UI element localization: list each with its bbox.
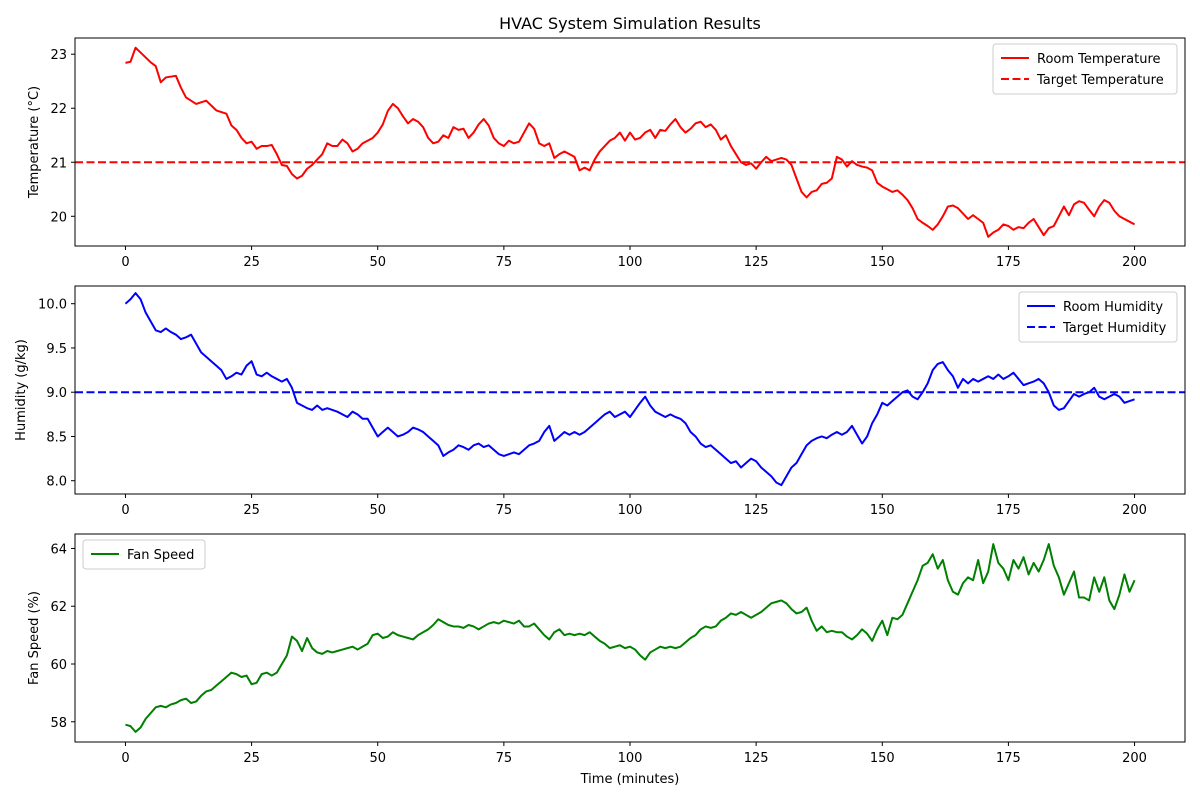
fan-speed-y-tick-label: 60 bbox=[50, 658, 67, 673]
humidity-x-tick-label: 75 bbox=[496, 503, 513, 518]
room-temperature-legend-label: Room Temperature bbox=[1037, 52, 1161, 67]
humidity-plot-area bbox=[75, 292, 1185, 487]
fan-speed-x-tick-label: 200 bbox=[1122, 751, 1147, 766]
humidity-legend-box bbox=[1018, 291, 1178, 343]
humidity-x-tick-label: 200 bbox=[1122, 503, 1147, 518]
temperature-panel: 0 25 50 75 100 125 150 175 200 20 21 22 23 Temperatur… bbox=[27, 37, 1186, 270]
fan-speed-x-tick-label: 0 bbox=[121, 751, 129, 766]
temperature-y-axis-label: Temperature (°C) bbox=[27, 86, 42, 199]
fan-speed-legend-box bbox=[82, 539, 206, 570]
fan-speed-y-axis-label: Fan Speed (%) bbox=[27, 591, 42, 685]
humidity-x-tick-label: 150 bbox=[870, 503, 895, 518]
temperature-axes-frame bbox=[74, 37, 1186, 247]
fan-speed-x-tick-label: 75 bbox=[496, 751, 513, 766]
fan-speed-legend-label: Fan Speed bbox=[127, 548, 194, 563]
room-temperature-line bbox=[125, 46, 1136, 238]
humidity-y-tick-label: 8.5 bbox=[46, 430, 67, 445]
fan-speed-x-tick-label: 125 bbox=[744, 751, 769, 766]
temperature-y-tick-label: 21 bbox=[50, 156, 67, 171]
temperature-y-tick-label: 23 bbox=[50, 48, 67, 63]
humidity-axes-frame bbox=[74, 285, 1186, 495]
figure-title: HVAC System Simulation Results bbox=[499, 14, 761, 33]
temperature-x-tick-label: 175 bbox=[996, 255, 1021, 270]
temperature-x-tick-label: 100 bbox=[618, 255, 643, 270]
fan-speed-line bbox=[125, 543, 1136, 733]
fan-speed-x-tick-label: 150 bbox=[870, 751, 895, 766]
temperature-legend-box bbox=[992, 43, 1178, 95]
temperature-x-tick-label: 200 bbox=[1122, 255, 1147, 270]
humidity-x-tick-label: 50 bbox=[369, 503, 386, 518]
temperature-x-tick-label: 50 bbox=[369, 255, 386, 270]
temperature-x-tick-label: 25 bbox=[243, 255, 260, 270]
fan-speed-axes-frame bbox=[74, 533, 1186, 743]
fan-speed-y-tick-label: 64 bbox=[50, 542, 67, 557]
fan-speed-panel: 0 25 50 75 100 125 150 175 200 58 60 62 64 Fan Speed … bbox=[27, 533, 1186, 787]
temperature-x-tick-label: 125 bbox=[744, 255, 769, 270]
temperature-x-tick-label: 150 bbox=[870, 255, 895, 270]
temperature-legend: Room Temperature Target Temperature bbox=[992, 43, 1178, 95]
temperature-plot-area bbox=[75, 46, 1185, 238]
temperature-y-tick-label: 20 bbox=[50, 210, 67, 225]
humidity-y-tick-label: 9.0 bbox=[46, 386, 67, 401]
humidity-x-tick-label: 100 bbox=[618, 503, 643, 518]
target-humidity-legend-label: Target Humidity bbox=[1062, 321, 1167, 336]
humidity-y-axis-label: Humidity (g/kg) bbox=[14, 339, 29, 441]
humidity-x-tick-label: 25 bbox=[243, 503, 260, 518]
fan-speed-legend: Fan Speed bbox=[82, 539, 206, 570]
temperature-y-tick-label: 22 bbox=[50, 102, 67, 117]
fan-speed-y-tick-label: 62 bbox=[50, 600, 67, 615]
humidity-x-tick-label: 0 bbox=[121, 503, 129, 518]
humidity-y-tick-label: 10.0 bbox=[38, 298, 67, 313]
fan-speed-x-tick-label: 50 bbox=[369, 751, 386, 766]
fan-speed-x-tick-label: 100 bbox=[618, 751, 643, 766]
target-temperature-legend-label: Target Temperature bbox=[1036, 73, 1164, 88]
humidity-x-tick-label: 175 bbox=[996, 503, 1021, 518]
fan-speed-x-tick-label: 175 bbox=[996, 751, 1021, 766]
fan-speed-y-tick-label: 58 bbox=[50, 716, 67, 731]
humidity-panel: 0 25 50 75 100 125 150 175 200 8.0 8.5 9.0 9.5 10.0 Hu… bbox=[14, 285, 1186, 518]
room-humidity-legend-label: Room Humidity bbox=[1063, 300, 1163, 315]
fan-speed-x-tick-label: 25 bbox=[243, 751, 260, 766]
fan-speed-x-axis-label: Time (minutes) bbox=[580, 772, 680, 787]
humidity-x-tick-label: 125 bbox=[744, 503, 769, 518]
humidity-y-tick-label: 8.0 bbox=[46, 475, 67, 490]
humidity-y-tick-label: 9.5 bbox=[46, 342, 67, 357]
temperature-x-tick-label: 0 bbox=[121, 255, 129, 270]
temperature-x-tick-label: 75 bbox=[496, 255, 513, 270]
fan-speed-plot-area bbox=[125, 543, 1136, 733]
humidity-legend: Room Humidity Target Humidity bbox=[1018, 291, 1178, 343]
